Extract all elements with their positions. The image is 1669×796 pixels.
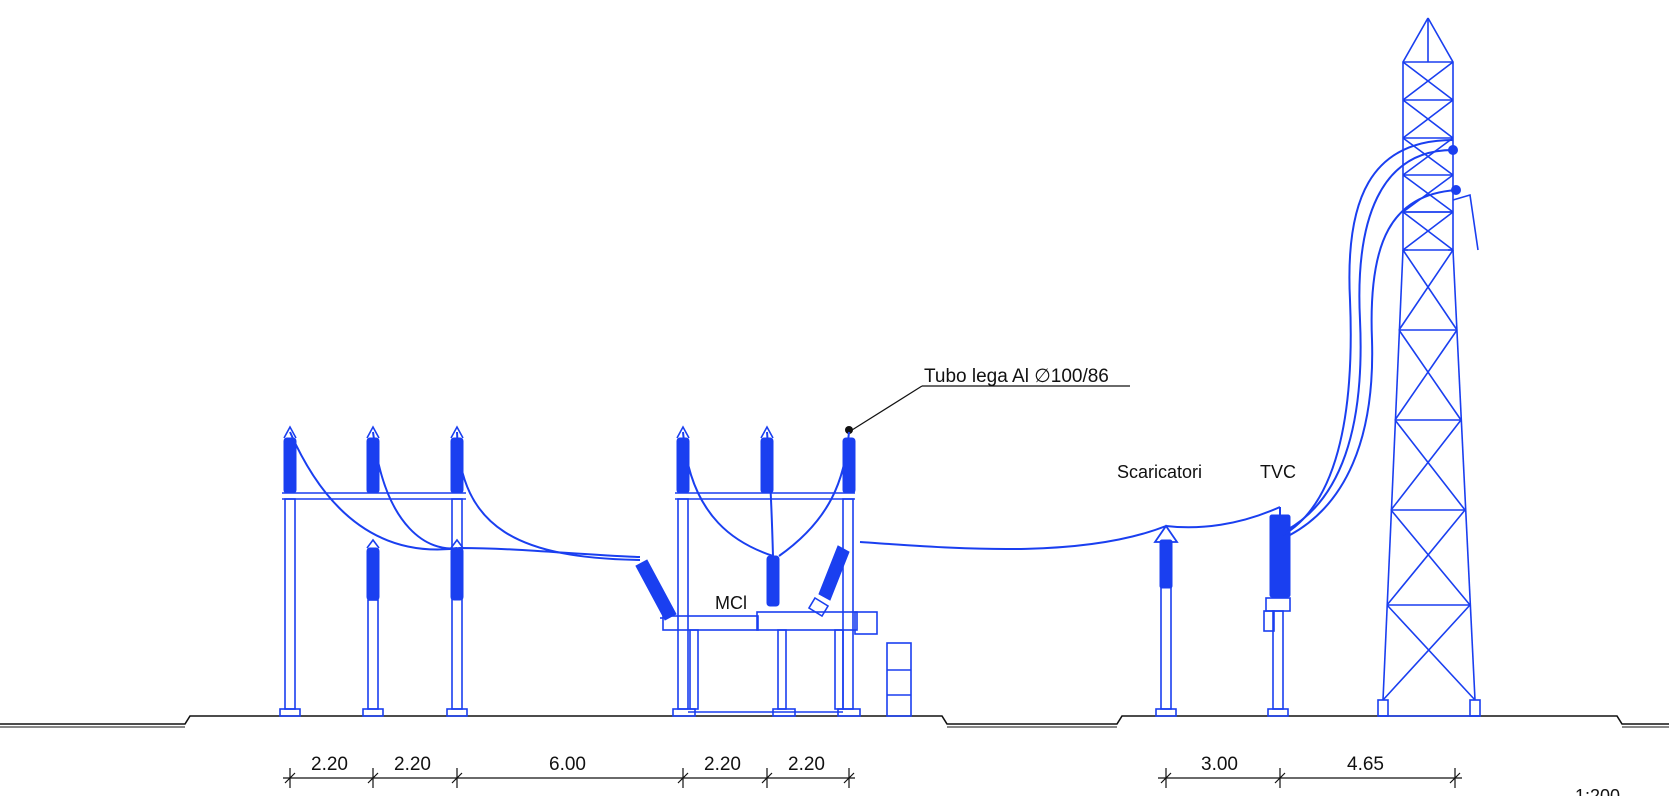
- dimension-line-left: [283, 768, 855, 788]
- callout-leader: [851, 385, 1130, 431]
- insulators-center-top: [676, 425, 856, 494]
- mcl-label: MCl: [715, 593, 747, 613]
- insulators-left-lower: [366, 538, 464, 601]
- capacitive-voltage-transformer: [1263, 507, 1291, 717]
- disconnector-gantry-left: [279, 492, 468, 717]
- lattice-tower: [1377, 17, 1481, 717]
- ground-line: [0, 715, 1669, 728]
- scale-label: 1:200: [1575, 786, 1620, 796]
- scaricatori-label: Scaricatori: [1117, 462, 1202, 482]
- dimension-value: 4.65: [1347, 754, 1384, 775]
- dimension-value: 2.20: [311, 754, 348, 775]
- dimension-value: 3.00: [1201, 754, 1238, 775]
- dimension-value: 6.00: [549, 754, 586, 775]
- dimension-value: 2.20: [704, 754, 741, 775]
- dimension-value: 2.20: [788, 754, 825, 775]
- tvc-label: TVC: [1260, 462, 1296, 482]
- breaker-poles: [635, 545, 850, 621]
- conductor-tube-label: Tubo lega Al ∅100/86: [924, 366, 1109, 387]
- dimension-value: 2.20: [394, 754, 431, 775]
- conductors: [289, 139, 1457, 561]
- tower-attachment-points: [1448, 145, 1461, 195]
- breaker-gantry: [660, 492, 912, 717]
- dimension-line-right: [1158, 768, 1462, 788]
- surge-arrester: [1153, 524, 1179, 717]
